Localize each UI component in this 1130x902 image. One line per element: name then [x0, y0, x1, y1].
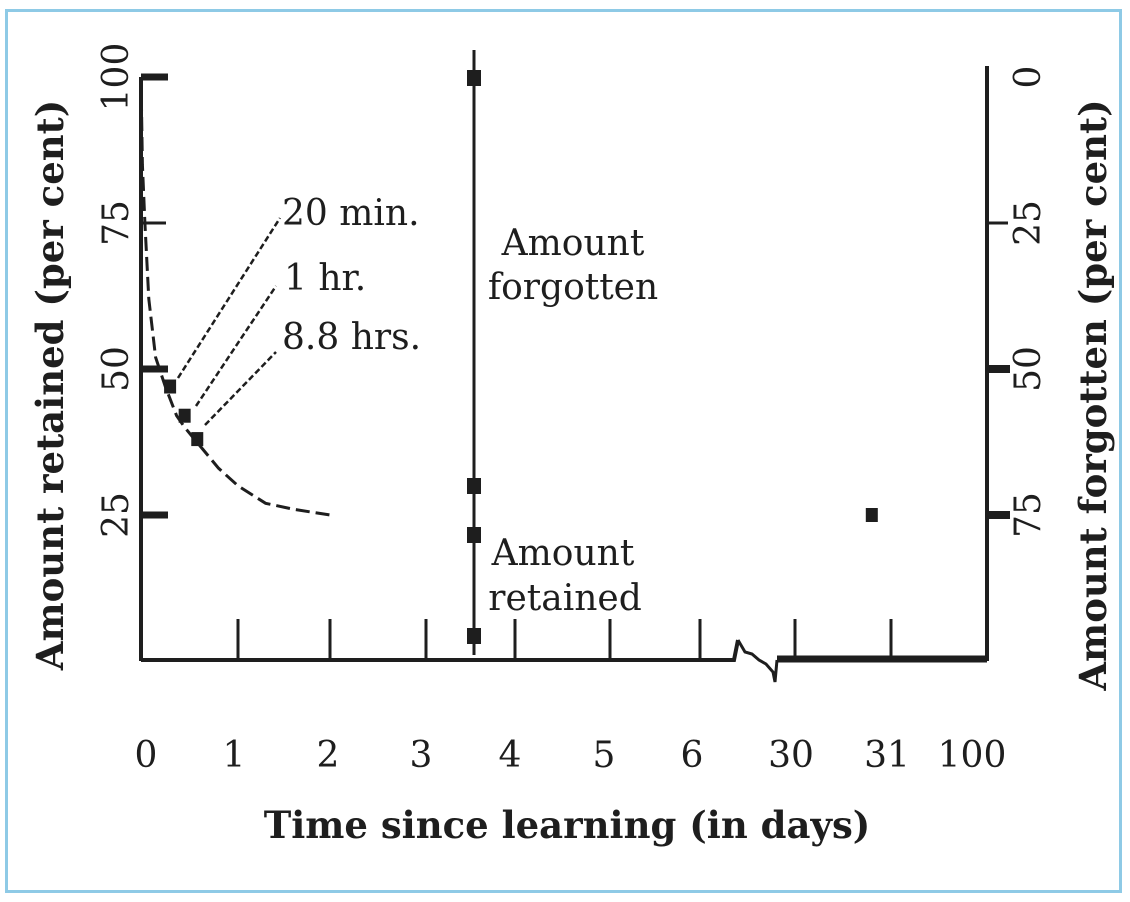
divider-bottom-label-line1: Amount	[491, 533, 635, 574]
divider: Amount forgotten Amount retained	[467, 50, 658, 655]
x-tick-label-2: 2	[317, 735, 340, 776]
y2-tick-label-25: 25	[1008, 200, 1049, 246]
data-marker-0	[164, 379, 177, 394]
divider-marker-top	[467, 70, 481, 86]
annotation-8-8-hrs: 8.8 hrs.	[282, 317, 421, 358]
y-tick-label-100: 100	[96, 43, 137, 112]
x-tick-label-3: 3	[410, 735, 433, 776]
divider-top-label-line2: forgotten	[488, 267, 658, 308]
divider-bottom-label-line2: retained	[488, 578, 642, 619]
y-ticks: 25 50 75 100	[96, 43, 168, 538]
x-tick-label-100: 100	[938, 735, 1007, 776]
y-axis-title: Amount retained (per cent)	[28, 100, 72, 672]
data-marker-1	[178, 408, 191, 423]
y2-axis-title: Amount forgotten (per cent)	[1071, 99, 1115, 691]
x-tick-label-4: 4	[499, 735, 522, 776]
x-ticks: 0 1 2 3 4 5 6 30 31 100	[135, 619, 1007, 776]
x-tick-label-30: 30	[768, 735, 814, 776]
annotation-leader-8-8-hrs	[204, 351, 277, 426]
x-tick-label-6: 6	[681, 735, 704, 776]
divider-top-label-line1: Amount	[501, 223, 645, 264]
y2-tick-label-0: 0	[1008, 66, 1049, 89]
data-marker-3	[865, 508, 878, 522]
annotations: 20 min. 1 hr. 8.8 hrs.	[176, 193, 421, 426]
x-axis-left	[141, 639, 740, 662]
x-tick-label-1: 1	[223, 735, 246, 776]
annotation-leader-20-min	[176, 217, 282, 379]
x-tick-label-31: 31	[864, 735, 910, 776]
y2-tick-label-75: 75	[1008, 492, 1049, 538]
annotation-leader-1-hr	[194, 285, 278, 407]
annotation-20-min: 20 min.	[282, 193, 420, 234]
y-tick-label-50: 50	[96, 346, 137, 392]
y2-ticks: 0 25 50 75	[987, 66, 1049, 538]
y2-tick-label-50: 50	[1008, 346, 1049, 392]
annotation-1-hr: 1 hr.	[284, 258, 366, 299]
x-axis-title: Time since learning (in days)	[264, 803, 871, 847]
divider-marker-upper	[467, 478, 481, 494]
y-tick-label-25: 25	[96, 492, 137, 538]
x-axis-break	[736, 639, 779, 683]
data-marker-2	[191, 432, 204, 447]
divider-marker-lower	[467, 527, 481, 543]
chart-frame	[5, 9, 1122, 893]
x-tick-label-0: 0	[135, 735, 158, 776]
divider-marker-bottom	[467, 628, 481, 644]
y-tick-label-75: 75	[96, 200, 137, 246]
x-tick-label-5: 5	[593, 735, 616, 776]
data-markers	[164, 379, 878, 522]
